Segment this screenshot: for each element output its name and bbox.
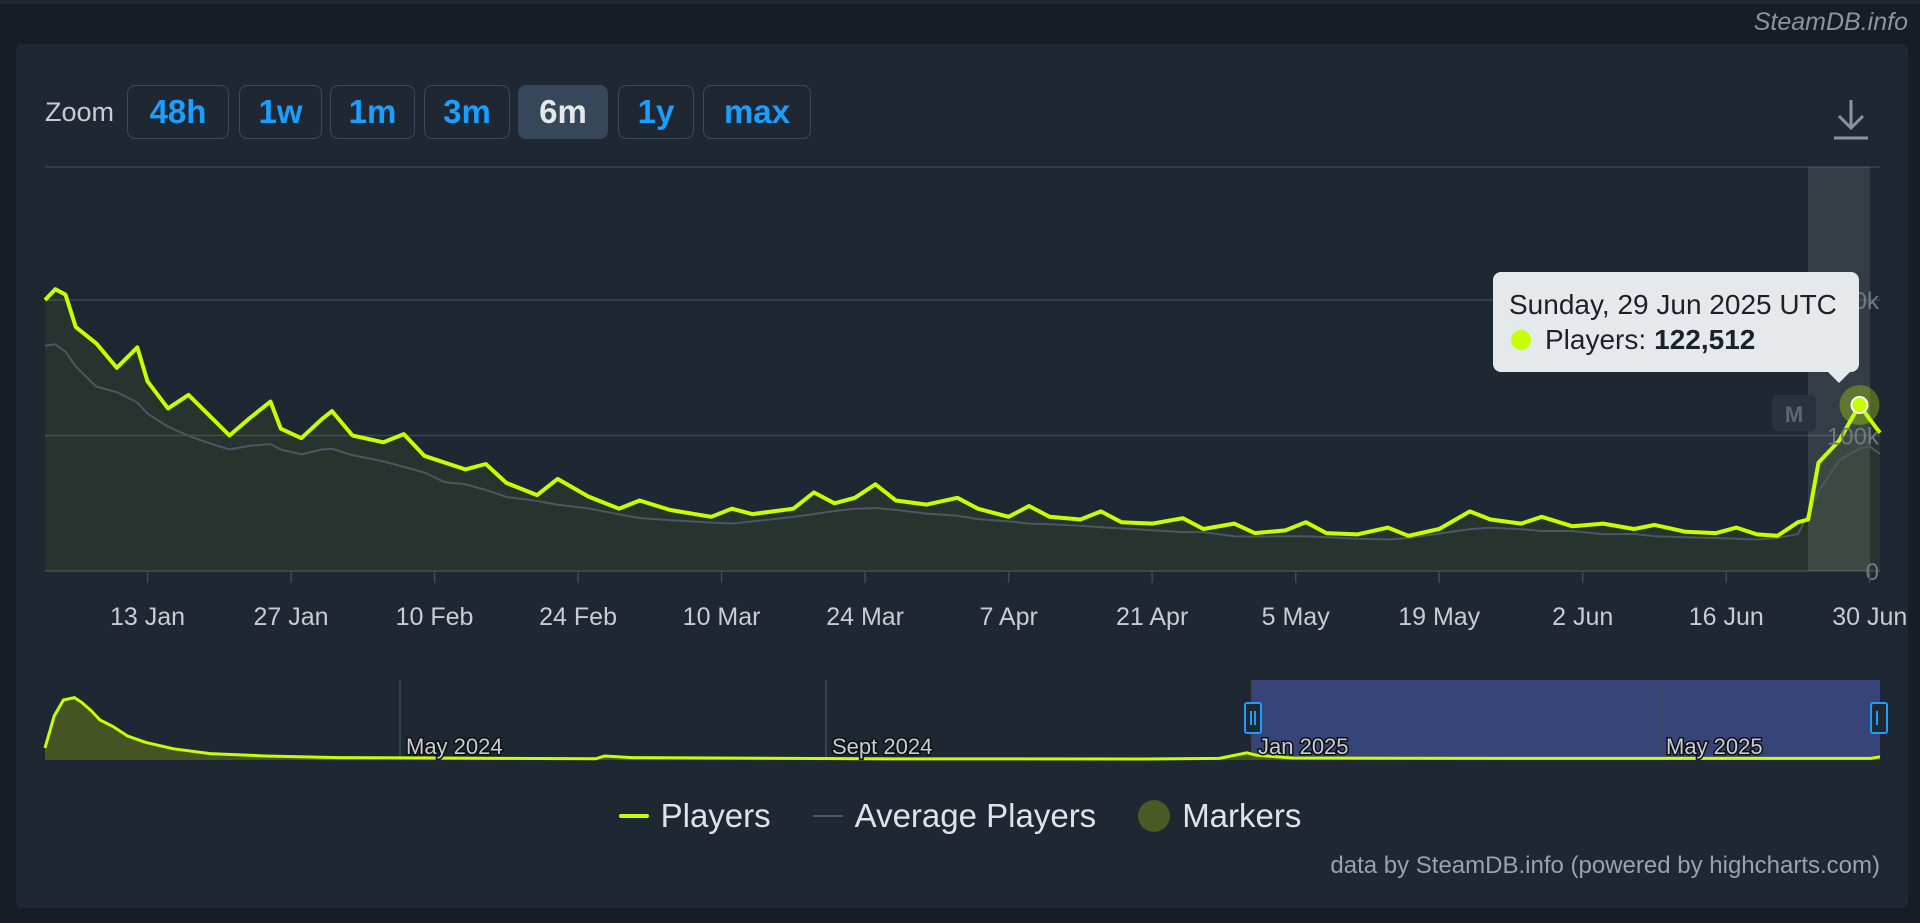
navigator-label: May 2025 bbox=[1666, 734, 1763, 759]
tooltip: Sunday, 29 Jun 2025 UTC Players: 122,512 bbox=[1493, 272, 1859, 372]
download-icon[interactable] bbox=[1832, 98, 1870, 142]
players-area bbox=[45, 289, 1880, 571]
x-tick-label: 13 Jan bbox=[110, 603, 185, 631]
credits: data by SteamDB.info (powered by highcha… bbox=[1330, 852, 1880, 879]
x-tick-label: 16 Jun bbox=[1689, 603, 1764, 631]
legend-item-markers[interactable]: Markers bbox=[1138, 797, 1301, 835]
players-swatch bbox=[618, 814, 649, 818]
x-tick-label: 10 Mar bbox=[683, 603, 761, 631]
x-tick-label: 5 May bbox=[1262, 603, 1331, 631]
navigator: May 2024 Sept 2024 Jan 2025 May 2025 bbox=[43, 680, 1888, 761]
x-tick-label: 7 Apr bbox=[979, 603, 1037, 631]
tooltip-dot bbox=[1511, 330, 1531, 350]
x-tick-label: 27 Jan bbox=[254, 603, 329, 631]
legend-label-average: Average Players bbox=[854, 797, 1097, 834]
tooltip-date: Sunday, 29 Jun 2025 UTC bbox=[1509, 289, 1837, 320]
x-tick-label: 24 Feb bbox=[539, 603, 617, 631]
y-tick-label: 0 bbox=[1866, 559, 1879, 586]
average-players-line bbox=[44, 343, 1881, 541]
zoom-1y-button[interactable]: 1y bbox=[618, 85, 694, 139]
x-tick-label: 2 Jun bbox=[1552, 603, 1613, 631]
players-line bbox=[43, 287, 1882, 538]
x-tick-label: 19 May bbox=[1398, 603, 1480, 631]
legend-label-players: Players bbox=[660, 797, 771, 834]
average-swatch bbox=[812, 815, 843, 817]
x-tick-label: 24 Mar bbox=[826, 603, 904, 631]
tooltip-value: 122,512 bbox=[1654, 324, 1756, 355]
zoom-1m-button[interactable]: 1m bbox=[330, 85, 415, 139]
legend: Players Average Players Markers bbox=[0, 797, 1920, 835]
navigator-selection bbox=[1252, 680, 1880, 760]
zoom-1w-button[interactable]: 1w bbox=[239, 85, 322, 139]
chart-panel bbox=[16, 44, 1908, 908]
zoom-48h-button[interactable]: 48h bbox=[127, 85, 229, 139]
legend-item-average[interactable]: Average Players bbox=[812, 797, 1097, 835]
tooltip-series: Players: bbox=[1545, 324, 1647, 355]
navigator-label: Jan 2025 bbox=[1258, 734, 1349, 759]
zoom-3m-button[interactable]: 3m bbox=[424, 85, 510, 139]
navigator-handle-left[interactable] bbox=[1244, 702, 1262, 734]
svg-text:M: M bbox=[1785, 402, 1803, 427]
zoom-label: Zoom bbox=[45, 97, 115, 127]
x-tick-label: 21 Apr bbox=[1116, 603, 1188, 631]
tooltip-arrow bbox=[1826, 370, 1852, 383]
navigator-handle-right[interactable] bbox=[1870, 702, 1888, 734]
navigator-line bbox=[43, 695, 1881, 761]
legend-label-markers: Markers bbox=[1182, 797, 1302, 834]
marker-flag: M bbox=[1772, 395, 1816, 431]
watermark: SteamDB.info bbox=[1753, 8, 1908, 36]
navigator-label: Sept 2024 bbox=[832, 734, 932, 759]
zoom-max-button[interactable]: max bbox=[703, 85, 811, 139]
x-tick-label: 10 Feb bbox=[396, 603, 474, 631]
navigator-label: May 2024 bbox=[406, 734, 503, 759]
y-tick-label: 100k bbox=[1827, 424, 1880, 451]
top-border bbox=[0, 0, 1920, 4]
markers-swatch bbox=[1138, 800, 1171, 832]
legend-item-players[interactable]: Players bbox=[618, 797, 771, 835]
tooltip-row: Players: 122,512 bbox=[1509, 322, 1843, 358]
zoom-6m-button[interactable]: 6m bbox=[518, 85, 608, 139]
x-tick-label: 30 Jun bbox=[1832, 603, 1907, 631]
hover-point bbox=[1850, 395, 1869, 414]
